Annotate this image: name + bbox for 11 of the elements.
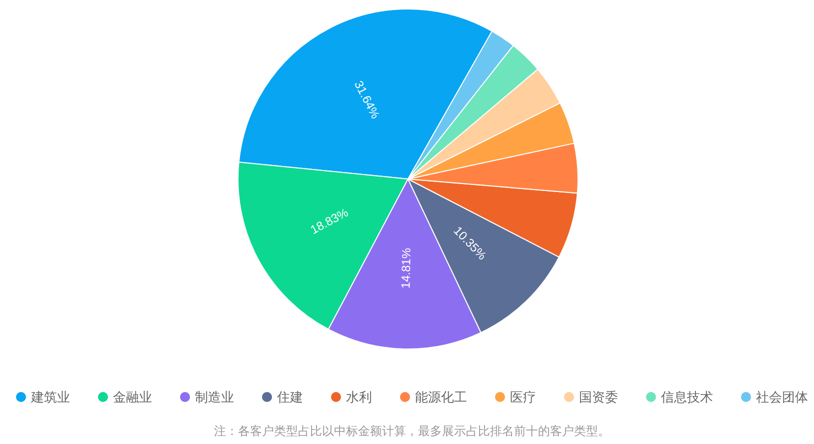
annotation: 注：各客户类型占比以中标金额计算，最多展示占比排名前十的客户类型。 [214, 424, 610, 438]
legend-label: 制造业 [195, 390, 234, 404]
legend-label: 能源化工 [415, 390, 467, 404]
legend-label: 建筑业 [30, 390, 70, 404]
legend-label: 水利 [346, 390, 372, 404]
legend-label: 国资委 [579, 390, 618, 404]
legend-label: 医疗 [510, 390, 536, 404]
legend-label: 住建 [276, 390, 303, 404]
legend-label: 社会团体 [756, 390, 808, 404]
legend-label: 信息技术 [661, 390, 713, 404]
legend-label: 金融业 [113, 390, 152, 404]
